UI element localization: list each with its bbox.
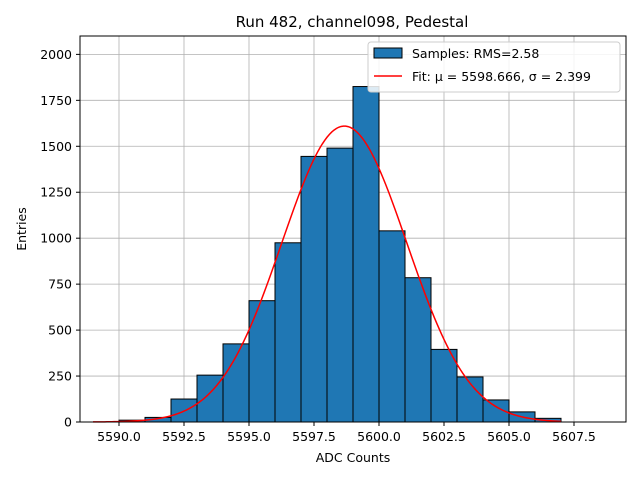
x-tick-label: 5600.0 [357, 429, 401, 444]
plot-area [79, 35, 627, 423]
histogram-bar [352, 86, 380, 423]
histogram-bars [118, 86, 562, 423]
y-tick-label: 1750 [40, 93, 72, 108]
y-axis-label: Entries [14, 207, 29, 251]
x-tick-label: 5607.5 [552, 429, 596, 444]
y-tick-label: 1000 [40, 231, 72, 246]
x-axis-label: ADC Counts [316, 450, 391, 465]
x-tick-label: 5605.0 [487, 429, 531, 444]
legend: Samples: RMS=2.58 Fit: μ = 5598.666, σ =… [367, 41, 621, 93]
x-axis-ticks: 5590.0 5592.5 5595.0 5597.5 5600.0 5602.5 5605… [97, 422, 596, 444]
x-tick-label: 5597.5 [292, 429, 336, 444]
legend-fit-label: Fit: μ = 5598.666, σ = 2.399 [412, 69, 591, 84]
y-tick-label: 250 [48, 369, 72, 384]
legend-samples-swatch [373, 47, 403, 59]
legend-box [367, 41, 621, 93]
histogram-bar [378, 230, 406, 423]
histogram-bar [326, 147, 354, 423]
x-tick-label: 5590.0 [97, 429, 141, 444]
histogram-bar [456, 376, 484, 423]
fit-curve [92, 125, 562, 423]
y-tick-label: 0 [64, 415, 72, 430]
histogram-bar [300, 155, 328, 423]
histogram-bar [430, 348, 458, 423]
y-tick-label: 500 [48, 323, 72, 338]
legend-samples-label: Samples: RMS=2.58 [412, 46, 539, 61]
histogram-bar [274, 242, 302, 423]
x-tick-label: 5602.5 [422, 429, 466, 444]
histogram-bar [248, 300, 276, 423]
x-tick-label: 5592.5 [162, 429, 206, 444]
x-tick-label: 5595.0 [227, 429, 271, 444]
y-tick-label: 750 [48, 277, 72, 292]
histogram-bar [404, 277, 432, 423]
plot-frame [79, 35, 627, 423]
chart-title: Run 482, channel098, Pedestal [236, 13, 469, 31]
y-tick-label: 1500 [40, 139, 72, 154]
y-tick-label: 1250 [40, 185, 72, 200]
y-tick-label: 2000 [40, 47, 72, 62]
y-axis-ticks: 0 250 500 750 1000 1250 1500 1750 2000 [40, 47, 80, 430]
